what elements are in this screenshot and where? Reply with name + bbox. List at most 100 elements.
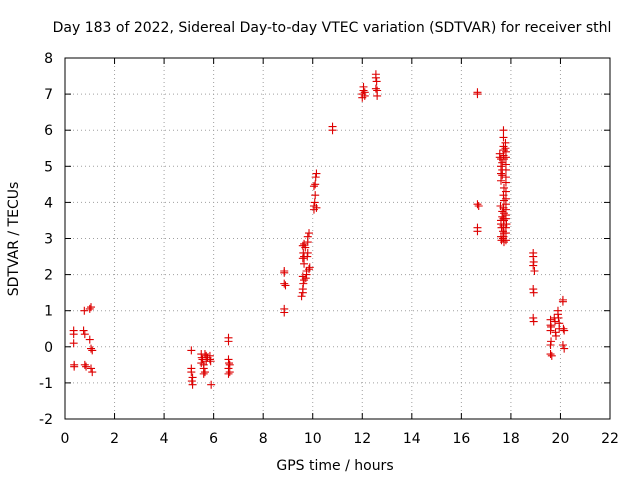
y-tick-label: 4 xyxy=(44,195,53,211)
data-point xyxy=(546,350,555,359)
data-point xyxy=(497,162,505,171)
data-point xyxy=(301,243,310,252)
data-point xyxy=(188,373,197,382)
x-tick-label: 20 xyxy=(552,431,570,447)
grid xyxy=(65,58,610,419)
x-tick-label: 8 xyxy=(259,431,268,447)
data-point xyxy=(85,304,94,313)
data-point xyxy=(85,335,94,344)
data-point xyxy=(311,191,320,200)
data-point xyxy=(359,82,368,91)
x-tick-label: 10 xyxy=(304,431,322,447)
x-tick-label: 14 xyxy=(403,431,421,447)
x-tick-label: 4 xyxy=(160,431,169,447)
data-point xyxy=(474,202,483,211)
y-tick-label: -1 xyxy=(39,376,53,392)
data-point xyxy=(554,313,563,322)
data-point xyxy=(80,306,89,315)
y-tick-label: 1 xyxy=(44,304,53,320)
data-point xyxy=(300,259,309,268)
data-point xyxy=(280,308,289,317)
data-point xyxy=(69,330,78,339)
data-point xyxy=(305,229,314,238)
data-point xyxy=(501,236,510,245)
data-point xyxy=(497,176,505,185)
data-point xyxy=(303,232,312,241)
x-tick-label: 0 xyxy=(61,431,70,447)
data-point xyxy=(530,266,539,275)
data-point xyxy=(224,337,233,346)
data-point xyxy=(558,297,567,306)
x-axis-label: GPS time / hours xyxy=(276,458,393,474)
y-tick-label: 3 xyxy=(44,232,53,248)
data-point xyxy=(546,326,555,335)
data-point xyxy=(560,326,569,335)
data-point xyxy=(300,276,309,285)
data-point xyxy=(529,317,538,326)
data-point xyxy=(499,196,508,205)
y-axis-label: SDTVAR / TECUs xyxy=(6,182,22,297)
data-point xyxy=(199,369,208,378)
data-points xyxy=(69,70,569,389)
data-point xyxy=(200,368,209,377)
data-point xyxy=(301,274,310,283)
data-point xyxy=(312,169,321,178)
data-point xyxy=(499,133,508,142)
data-point xyxy=(371,73,380,82)
y-tick-label: -2 xyxy=(39,412,53,428)
y-tick-label: 0 xyxy=(44,340,53,356)
x-tick-labels: 0 2 4 6 8 10 12 14 16 18 20 22 xyxy=(61,431,619,447)
data-point xyxy=(501,153,510,162)
data-point xyxy=(328,122,337,131)
data-point xyxy=(371,84,380,93)
data-point xyxy=(473,90,482,99)
data-point xyxy=(79,326,88,335)
x-tick-label: 18 xyxy=(502,431,520,447)
data-point xyxy=(305,263,314,272)
data-point xyxy=(309,182,318,191)
data-point xyxy=(499,155,508,164)
data-point xyxy=(69,339,78,348)
data-point xyxy=(499,238,508,247)
data-point xyxy=(299,279,308,288)
data-point xyxy=(529,248,538,257)
data-point xyxy=(198,355,207,364)
data-point xyxy=(560,344,569,353)
data-point xyxy=(297,292,306,301)
data-point xyxy=(305,265,314,274)
x-tick-label: 2 xyxy=(110,431,119,447)
y-tick-label: 6 xyxy=(44,123,53,139)
data-point xyxy=(225,360,234,369)
data-point xyxy=(499,183,508,192)
y-tick-label: 7 xyxy=(44,87,53,103)
data-point xyxy=(501,187,510,196)
data-point xyxy=(70,362,79,371)
data-point xyxy=(473,200,482,209)
data-point xyxy=(498,212,507,221)
data-point xyxy=(281,281,290,290)
data-point xyxy=(311,173,320,182)
data-point xyxy=(529,261,538,270)
x-tick-label: 12 xyxy=(353,431,371,447)
data-point xyxy=(473,227,482,236)
data-point xyxy=(547,351,556,360)
data-point xyxy=(501,165,510,174)
data-point xyxy=(187,368,196,377)
data-point xyxy=(187,377,196,386)
data-point xyxy=(559,324,568,333)
axis-ticks xyxy=(64,57,611,420)
data-point xyxy=(88,346,97,355)
data-point xyxy=(87,364,96,373)
data-point xyxy=(206,357,215,366)
data-point xyxy=(498,158,507,167)
x-tick-label: 22 xyxy=(601,431,619,447)
data-point xyxy=(497,169,505,178)
data-point xyxy=(88,368,97,377)
data-point xyxy=(311,180,320,189)
y-tick-label: 2 xyxy=(44,268,53,284)
data-point xyxy=(303,248,312,257)
x-tick-label: 16 xyxy=(452,431,470,447)
data-point xyxy=(300,239,309,248)
data-point xyxy=(551,331,560,340)
